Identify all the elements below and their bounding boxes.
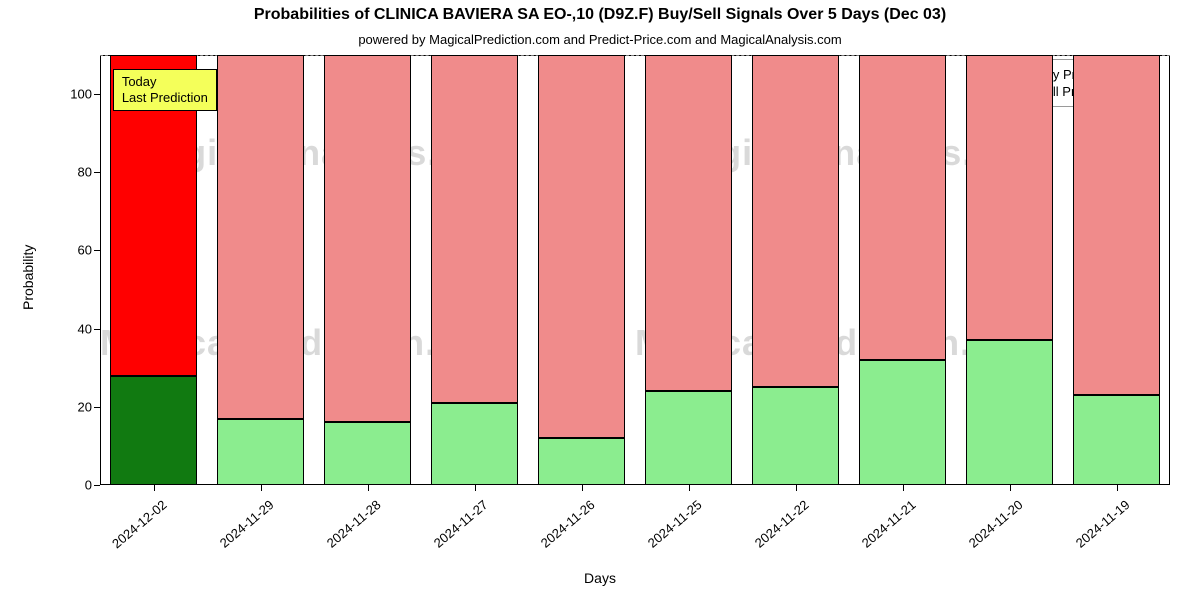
y-tick-label: 40 xyxy=(52,321,92,336)
bar-sell xyxy=(966,55,1054,340)
y-tick-label: 80 xyxy=(52,165,92,180)
bar-buy xyxy=(110,376,198,485)
y-tick-label: 60 xyxy=(52,243,92,258)
annotation-line2: Last Prediction xyxy=(122,90,208,106)
bar-buy xyxy=(538,438,626,485)
bar-sell xyxy=(324,55,412,422)
x-tick-mark xyxy=(796,485,797,491)
x-tick-mark xyxy=(1117,485,1118,491)
y-tick-label: 0 xyxy=(52,478,92,493)
y-tick-mark xyxy=(94,250,100,251)
y-tick-mark xyxy=(94,485,100,486)
x-tick-mark xyxy=(582,485,583,491)
y-tick-mark xyxy=(94,172,100,173)
x-tick-mark xyxy=(475,485,476,491)
today-annotation: TodayLast Prediction xyxy=(113,69,217,112)
y-tick-mark xyxy=(94,329,100,330)
bar-sell xyxy=(538,55,626,438)
chart-title: Probabilities of CLINICA BAVIERA SA EO-,… xyxy=(0,6,1200,24)
y-tick-mark xyxy=(94,94,100,95)
x-tick-mark xyxy=(1010,485,1011,491)
y-tick-label: 100 xyxy=(52,87,92,102)
bar-sell xyxy=(859,55,947,360)
y-tick-label: 20 xyxy=(52,399,92,414)
x-tick-mark xyxy=(261,485,262,491)
bar-buy xyxy=(431,403,519,485)
bar-sell xyxy=(217,55,305,419)
bar-buy xyxy=(217,419,305,485)
bar-buy xyxy=(859,360,947,485)
bar-buy xyxy=(966,340,1054,485)
chart-subtitle: powered by MagicalPrediction.com and Pre… xyxy=(0,32,1200,47)
bar-sell xyxy=(752,55,840,387)
x-tick-mark xyxy=(689,485,690,491)
x-tick-mark xyxy=(154,485,155,491)
bar-sell xyxy=(431,55,519,403)
y-tick-mark xyxy=(94,407,100,408)
bar-buy xyxy=(645,391,733,485)
x-tick-mark xyxy=(368,485,369,491)
bar-sell xyxy=(1073,55,1161,395)
bar-buy xyxy=(1073,395,1161,485)
chart-container: Probabilities of CLINICA BAVIERA SA EO-,… xyxy=(0,0,1200,600)
bar-sell xyxy=(645,55,733,391)
bar-buy xyxy=(324,422,412,485)
annotation-line1: Today xyxy=(122,74,208,90)
x-tick-mark xyxy=(903,485,904,491)
bar-buy xyxy=(752,387,840,485)
y-axis-label: Probability xyxy=(20,245,36,310)
